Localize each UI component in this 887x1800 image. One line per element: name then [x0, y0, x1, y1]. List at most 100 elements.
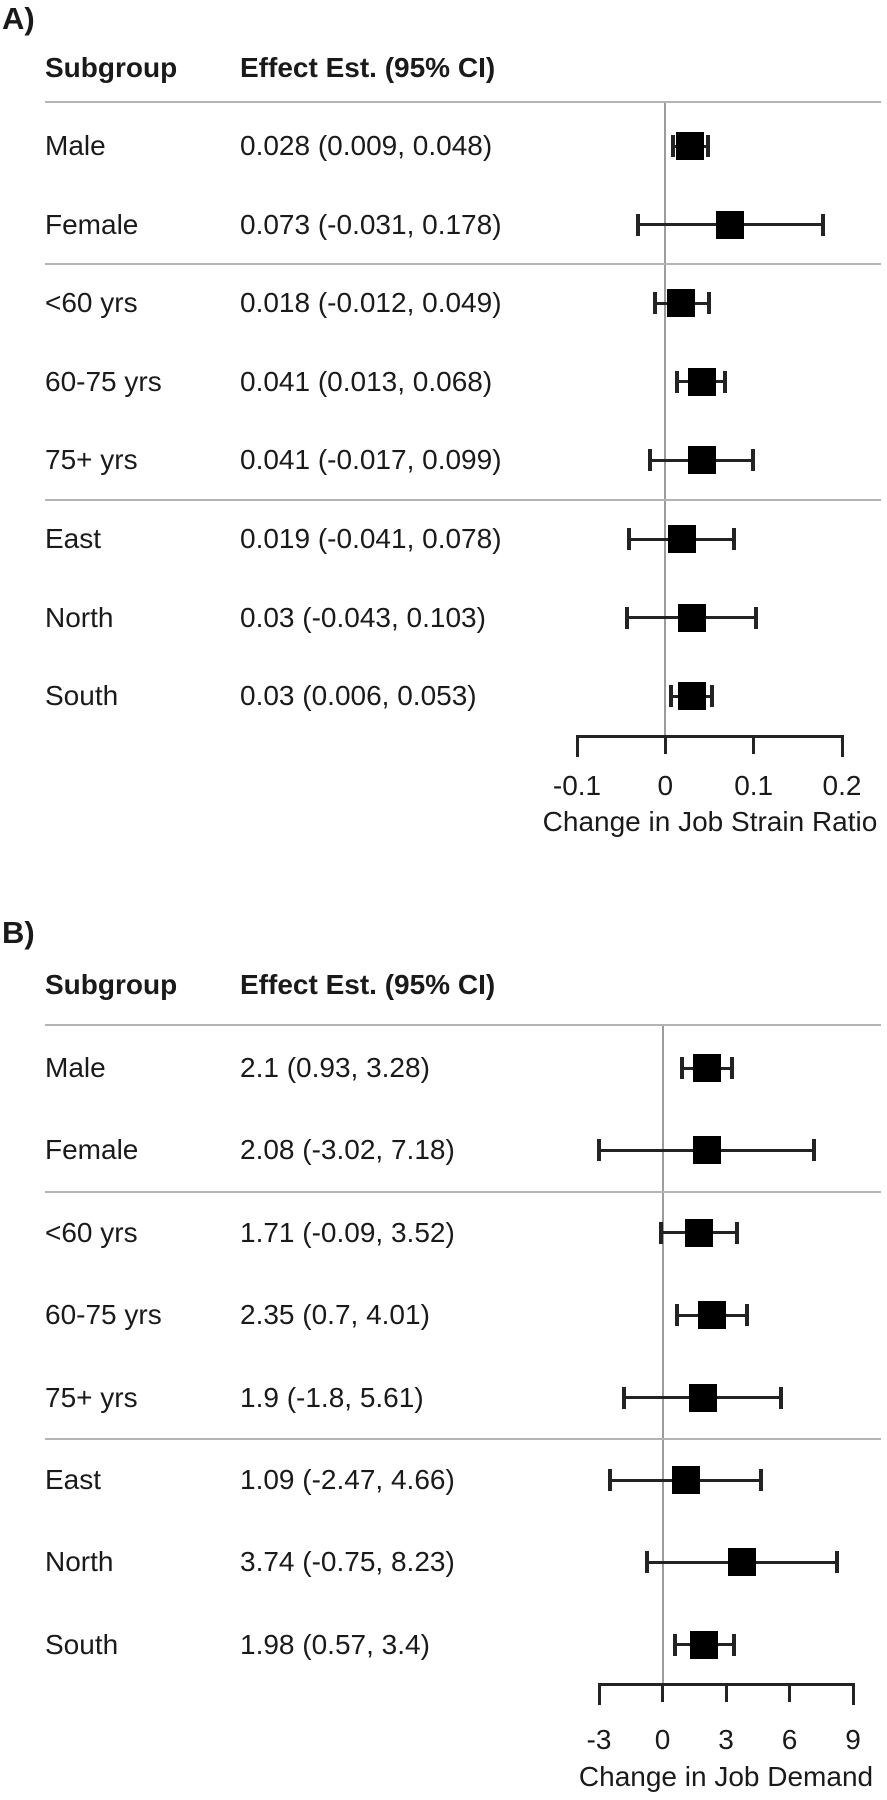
ci-cap-left: [596, 1139, 601, 1162]
ci-cap-right: [820, 213, 825, 236]
axis-tick: [788, 1685, 791, 1702]
effect-marker: [676, 132, 705, 160]
panel-b-column-header-effect: Effect Est. (95% CI): [240, 969, 496, 1000]
ci-cap-left: [671, 135, 676, 157]
effect-estimate-text: 0.028 (0.009, 0.048): [240, 130, 493, 161]
ci-cap-left: [674, 370, 679, 393]
axis-tick: [851, 1685, 855, 1705]
ci-cap-right: [706, 292, 711, 315]
effect-estimate-text: 2.1 (0.93, 3.28): [240, 1052, 430, 1083]
ci-cap-left: [668, 685, 673, 708]
ci-cap-right: [745, 1304, 750, 1327]
row-label: North: [45, 1546, 114, 1578]
effect-estimate-text: 0.03 (0.006, 0.053): [240, 680, 477, 712]
row-label: 75+ yrs: [45, 444, 138, 476]
axis-tick-label: 0.2: [822, 770, 862, 801]
effect-marker: [687, 367, 716, 396]
axis-tick-label: 0: [654, 1724, 671, 1755]
ci-cap-left: [627, 528, 632, 550]
ci-cap-right: [759, 1469, 764, 1491]
effect-estimate-text: 1.71 (-0.09, 3.52): [240, 1216, 455, 1248]
ci-cap-left: [658, 1221, 663, 1244]
effect-estimate-text: 0.041 (0.013, 0.068): [240, 365, 493, 397]
ci-cap-left: [622, 1386, 627, 1409]
panel-b-label: B): [2, 915, 35, 950]
ci-cap-right: [735, 1221, 739, 1244]
row-label: South: [45, 1628, 119, 1660]
zero-reference-line: [661, 1026, 664, 1683]
header-separator: [45, 101, 881, 103]
ci-cap-left: [652, 292, 657, 315]
panel-b-x-axis-label: Change in Job Demand: [578, 1761, 874, 1792]
group-separator: [45, 1437, 881, 1440]
effect-marker: [677, 603, 706, 632]
row-label: North: [45, 601, 114, 633]
axis-line: [575, 735, 844, 738]
row-label: 75+ yrs: [45, 1381, 138, 1413]
row-label: Female: [45, 208, 139, 240]
effect-estimate-text: 1.98 (0.57, 3.4): [240, 1628, 430, 1660]
row-label: East: [45, 523, 102, 554]
row-label: Female: [45, 1134, 139, 1166]
effect-estimate-text: 1.9 (-1.8, 5.61): [240, 1381, 424, 1413]
ci-cap-right: [732, 528, 737, 550]
effect-marker: [727, 1548, 756, 1577]
zero-reference-line: [664, 103, 667, 735]
ci-cap-right: [812, 1139, 817, 1162]
effect-marker: [684, 1218, 713, 1247]
ci-cap-left: [644, 1551, 649, 1574]
axis-tick-label: 0: [657, 770, 674, 801]
ci-cap-left: [675, 1304, 680, 1327]
effect-marker: [690, 1630, 719, 1659]
panel-a-column-header-effect: Effect Est. (95% CI): [240, 52, 496, 83]
effect-estimate-text: 0.018 (-0.012, 0.049): [240, 287, 502, 319]
row-label: 60-75 yrs: [45, 365, 162, 397]
axis-tick: [597, 1685, 601, 1705]
effect-marker: [667, 289, 696, 318]
axis-tick-label: 6: [781, 1724, 798, 1755]
row-label: East: [45, 1464, 102, 1495]
header-separator: [45, 1024, 881, 1026]
group-separator: [45, 1190, 881, 1193]
effect-estimate-text: 1.09 (-2.47, 4.66): [240, 1464, 455, 1495]
effect-marker: [715, 210, 744, 239]
group-separator: [45, 498, 881, 501]
effect-estimate-text: 3.74 (-0.75, 8.23): [240, 1546, 455, 1578]
effect-marker: [687, 446, 716, 475]
axis-tick-label: 9: [845, 1724, 861, 1755]
axis-tick: [724, 1685, 728, 1702]
axis-line: [597, 1683, 855, 1686]
axis-tick: [840, 737, 844, 757]
ci-cap-left: [672, 1633, 677, 1656]
effect-estimate-text: 0.073 (-0.031, 0.178): [240, 208, 502, 240]
ci-cap-right: [710, 685, 715, 708]
ci-cap-right: [723, 370, 728, 393]
row-label: Male: [45, 1052, 106, 1083]
ci-cap-right: [729, 1057, 734, 1079]
panel-b-column-header-subgroup: Subgroup: [45, 969, 178, 1000]
ci-cap-left: [635, 213, 640, 236]
axis-tick: [661, 1685, 664, 1702]
row-label: Male: [45, 130, 106, 161]
axis-tick: [663, 737, 667, 754]
row-label: 60-75 yrs: [45, 1299, 162, 1331]
axis-tick: [752, 737, 756, 754]
effect-marker: [677, 682, 706, 711]
axis-tick-label: -3: [586, 1724, 612, 1755]
row-label: <60 yrs: [45, 1216, 138, 1248]
effect-estimate-text: 0.019 (-0.041, 0.078): [240, 523, 502, 554]
axis-tick-label: 3: [718, 1724, 734, 1755]
row-label: <60 yrs: [45, 287, 138, 319]
effect-estimate-text: 2.08 (-3.02, 7.18): [240, 1134, 455, 1166]
effect-estimate-text: 2.35 (0.7, 4.01): [240, 1299, 430, 1331]
panel-a-column-header-subgroup: Subgroup: [45, 52, 178, 83]
effect-marker: [671, 1466, 700, 1494]
axis-tick-label: -0.1: [552, 770, 602, 801]
ci-cap-left: [680, 1057, 685, 1079]
effect-marker: [692, 1136, 721, 1165]
ci-cap-right: [750, 449, 755, 472]
panel-a-label: A): [2, 1, 35, 36]
ci-cap-left: [608, 1469, 613, 1491]
axis-tick: [575, 737, 579, 757]
